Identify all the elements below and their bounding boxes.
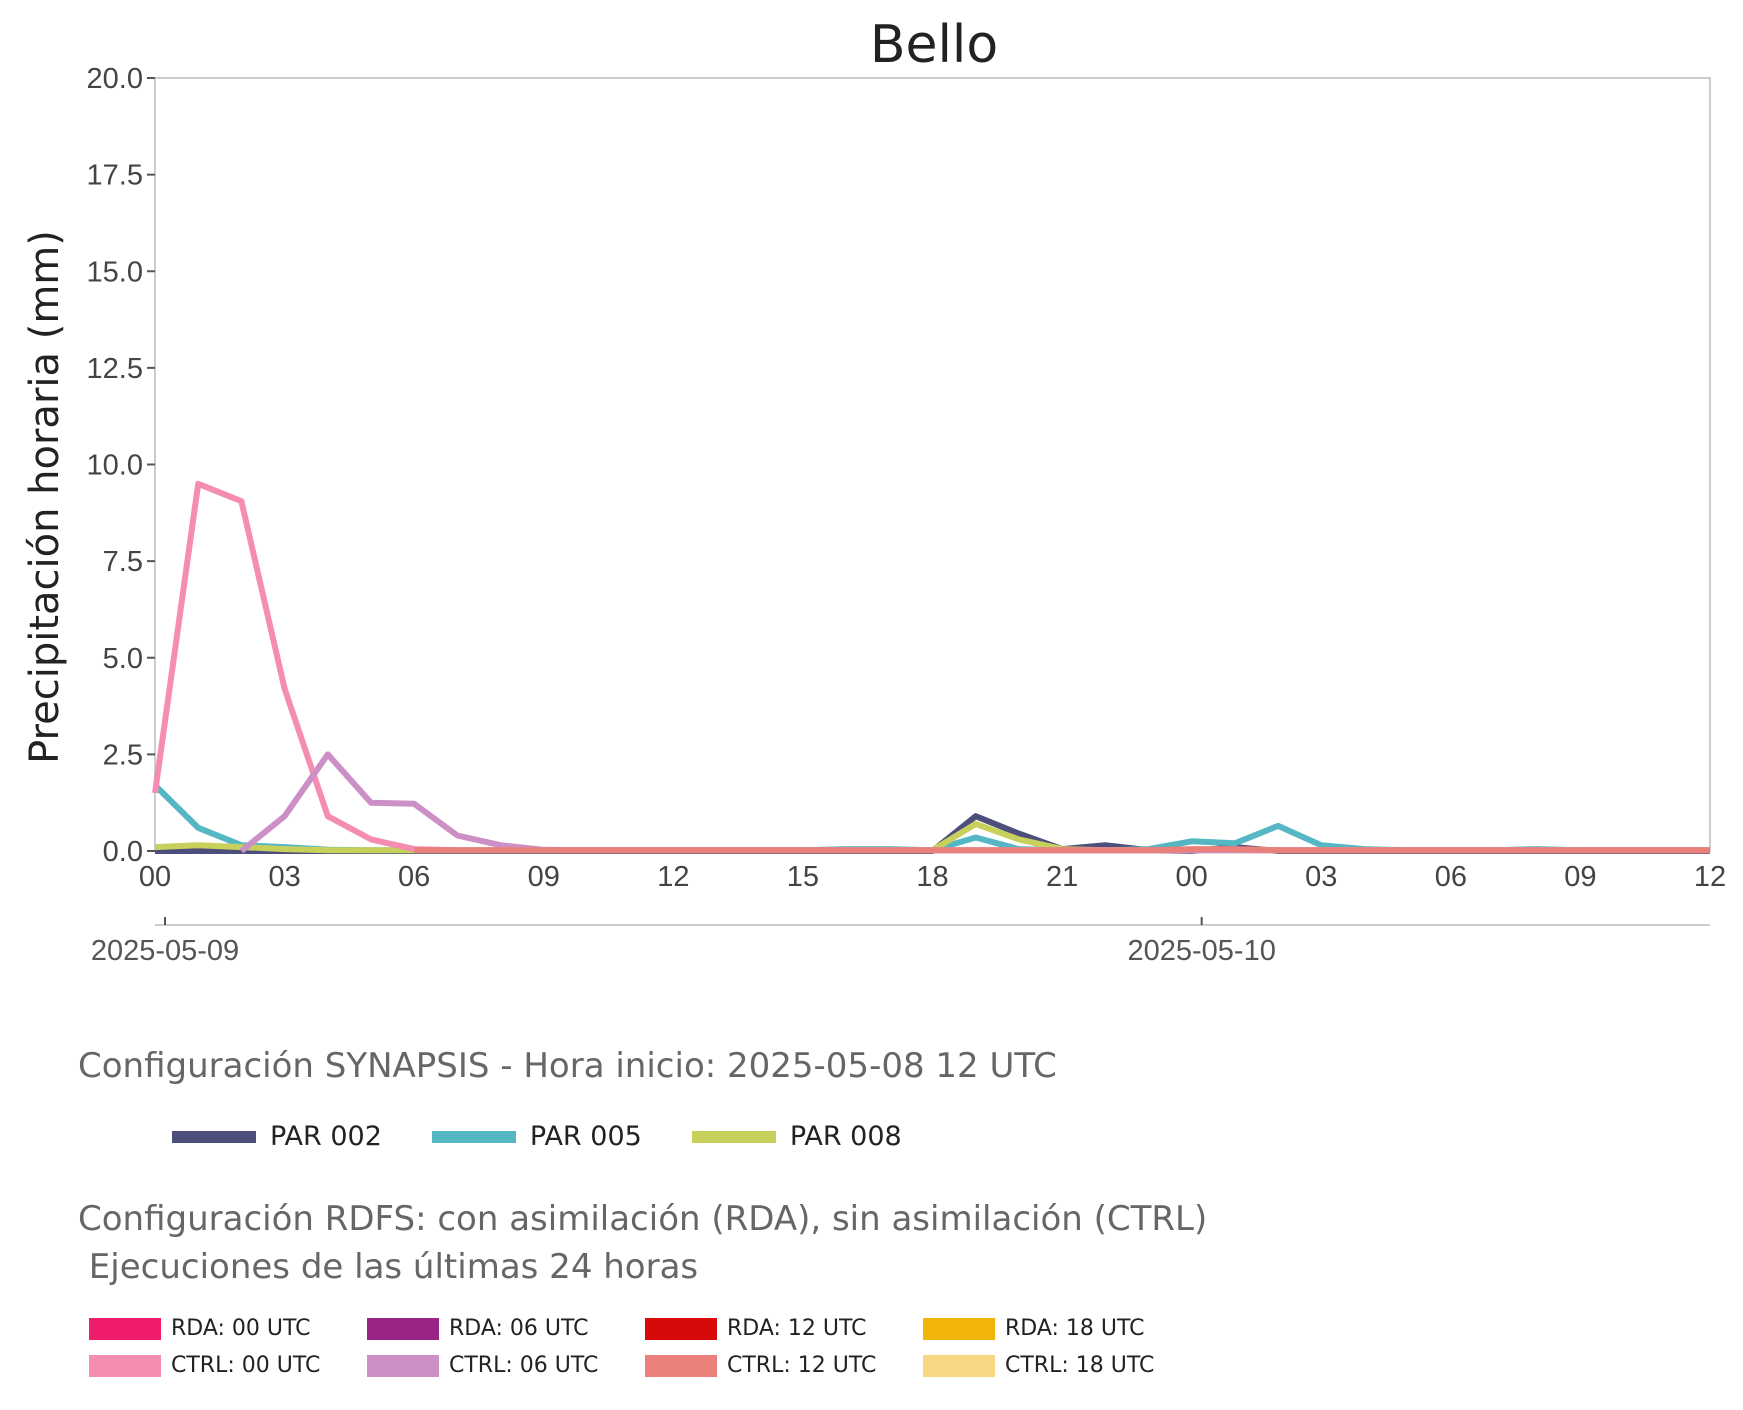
y-tick-label: 17.5	[87, 160, 143, 192]
synapsis-legend-item: PAR 008	[691, 1121, 902, 1152]
date-axis-ticks: 2025-05-09 2025-05-10	[91, 917, 1276, 967]
rdfs-caption-line2: Ejecuciones de las últimas 24 horas	[78, 1247, 699, 1287]
legend-label: RDA: 06 UTC	[449, 1316, 589, 1341]
synapsis-legend: PAR 002 PAR 005 PAR 008	[172, 1121, 952, 1152]
x-tick-label: 09	[528, 861, 560, 893]
legend-swatch	[923, 1354, 995, 1377]
rdfs-legend: RDA: 00 UTC RDA: 06 UTC RDA: 12 UTC RDA: 18…	[89, 1316, 1201, 1378]
rdfs-caption: Configuración RDFS: con asimilación (RDA…	[78, 1195, 1207, 1291]
legend-label: CTRL: 18 UTC	[1005, 1353, 1155, 1378]
y-tick-label: 2.5	[103, 739, 143, 771]
date-tick-label: 2025-05-10	[1127, 935, 1275, 967]
x-tick-label: 00	[139, 861, 171, 893]
x-tick-label: 12	[1694, 861, 1726, 893]
legend-swatch	[923, 1317, 995, 1340]
legend-label: CTRL: 12 UTC	[727, 1353, 877, 1378]
legend-label: RDA: 12 UTC	[727, 1316, 867, 1341]
rdfs-legend-item: RDA: 18 UTC	[923, 1316, 1201, 1341]
rdfs-legend-item: CTRL: 06 UTC	[367, 1353, 645, 1378]
x-tick-label: 15	[787, 861, 819, 893]
date-tick-label: 2025-05-09	[91, 935, 239, 967]
y-tick-label: 7.5	[103, 546, 143, 578]
y-tick-label: 20.0	[87, 63, 143, 95]
x-tick-label: 21	[1046, 861, 1078, 893]
synapsis-legend-item: PAR 002	[172, 1121, 382, 1152]
x-tick-label: 00	[1176, 861, 1208, 893]
legend-label: RDA: 18 UTC	[1005, 1316, 1145, 1341]
legend-swatch	[89, 1354, 161, 1377]
legend-label: RDA: 00 UTC	[171, 1316, 311, 1341]
x-tick-label: 18	[916, 861, 948, 893]
x-tick-label: 12	[657, 861, 689, 893]
x-tick-label: 09	[1564, 861, 1596, 893]
series-lines	[152, 480, 1710, 854]
rdfs-legend-item: CTRL: 00 UTC	[89, 1353, 367, 1378]
chart-title: Bello	[870, 15, 998, 75]
legend-swatch	[645, 1317, 717, 1340]
x-tick-label: 06	[1435, 861, 1467, 893]
y-tick-label: 12.5	[87, 353, 143, 385]
plot-area-frame	[154, 77, 1711, 852]
y-axis-label: Precipitación horaria (mm)	[22, 230, 68, 764]
legend-label: PAR 008	[789, 1121, 902, 1152]
series-line-ctrl-12-utc	[414, 846, 1710, 854]
synapsis-legend-item: PAR 005	[431, 1121, 642, 1152]
y-tick-label: 10.0	[87, 450, 143, 482]
legend-swatch	[367, 1354, 439, 1377]
legend-label: PAR 005	[529, 1121, 642, 1152]
legend-swatch	[367, 1317, 439, 1340]
legend-swatch	[645, 1354, 717, 1377]
legend-swatch	[691, 1130, 776, 1143]
legend-label: PAR 002	[270, 1121, 382, 1152]
rdfs-legend-item: RDA: 12 UTC	[645, 1316, 923, 1341]
y-axis-ticks: 0.0 2.5 5.0 7.5 10.0 12.5 15.0 17.5 20.0	[87, 63, 155, 868]
legend-label: CTRL: 00 UTC	[171, 1353, 321, 1378]
x-tick-label: 06	[398, 861, 430, 893]
rdfs-legend-item: RDA: 06 UTC	[367, 1316, 645, 1341]
series-line-ctrl-00-utc	[152, 480, 1710, 854]
y-tick-label: 0.0	[103, 836, 143, 868]
legend-swatch	[89, 1317, 161, 1340]
y-tick-label: 15.0	[87, 256, 143, 288]
legend-label: CTRL: 06 UTC	[449, 1353, 599, 1378]
legend-swatch	[431, 1130, 516, 1143]
rdfs-caption-line1: Configuración RDFS: con asimilación (RDA…	[78, 1199, 1208, 1239]
legend-swatch	[172, 1130, 256, 1143]
y-tick-label: 5.0	[103, 643, 143, 675]
rdfs-legend-item: CTRL: 18 UTC	[923, 1353, 1201, 1378]
rdfs-legend-item: CTRL: 12 UTC	[645, 1353, 923, 1378]
x-tick-label: 03	[1305, 861, 1337, 893]
rdfs-legend-item: RDA: 00 UTC	[89, 1316, 367, 1341]
x-tick-label: 03	[268, 861, 300, 893]
synapsis-caption: Configuración SYNAPSIS - Hora inicio: 20…	[78, 1046, 1057, 1086]
x-axis-ticks: 00 03 06 09 12 15 18 21 00 03 06 09 12	[139, 861, 1726, 893]
